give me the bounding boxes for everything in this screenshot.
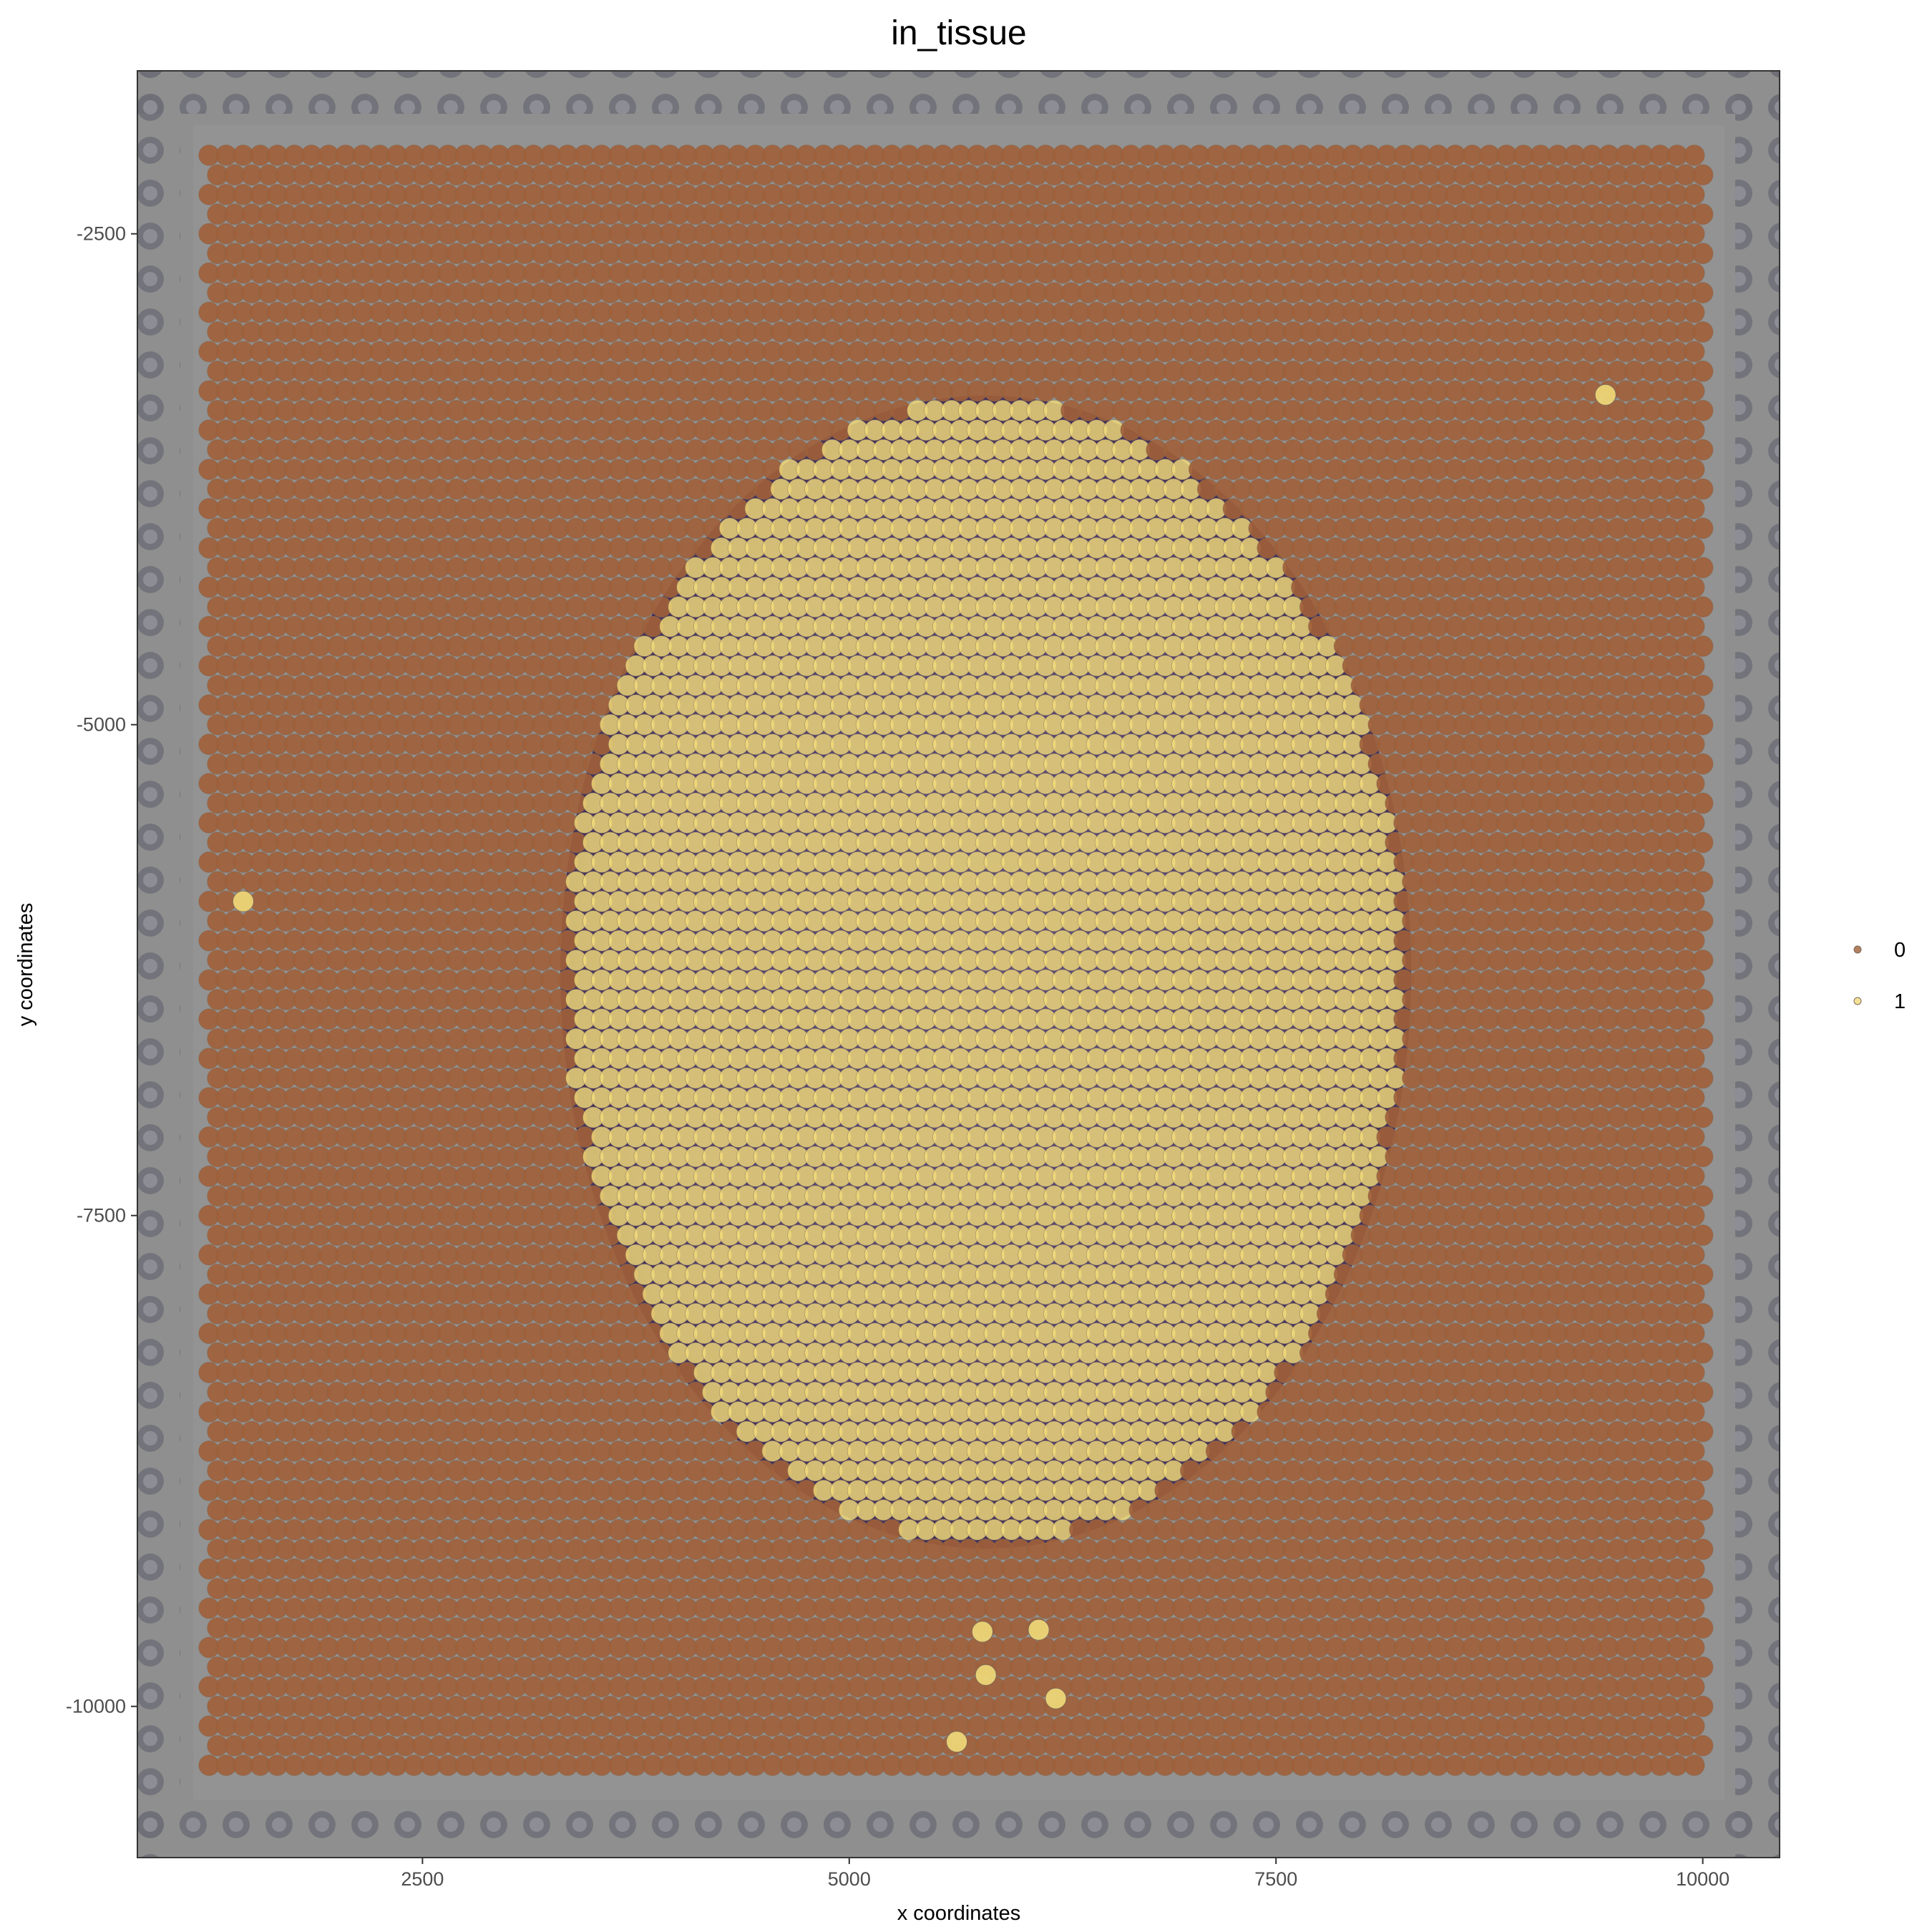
fiducial-bottom — [137, 1803, 1780, 1853]
spot-out-tissue — [1692, 753, 1713, 774]
spot-out-tissue — [1692, 321, 1713, 342]
spot-out-tissue — [1684, 1048, 1704, 1069]
spot-out-tissue — [1692, 675, 1713, 696]
spot-out-tissue — [1684, 930, 1704, 951]
spot-out-tissue — [1684, 459, 1704, 480]
spot-out-tissue — [1692, 204, 1713, 225]
spot-out-tissue — [1684, 812, 1704, 833]
spot-out-tissue — [1692, 518, 1713, 539]
spot-out-tissue — [1684, 341, 1704, 362]
spot-out-tissue — [1684, 1166, 1704, 1186]
spot-out-tissue — [1692, 557, 1713, 578]
spot-out-tissue — [1684, 498, 1704, 519]
spot-out-tissue — [1692, 400, 1713, 421]
spot-out-tissue — [1684, 381, 1704, 401]
spot-out-tissue — [1692, 283, 1713, 303]
plot-panel — [137, 71, 1780, 1858]
spot-out-tissue — [1692, 361, 1713, 381]
spot-out-tissue — [1684, 695, 1704, 716]
spot-out-tissue — [1684, 891, 1704, 912]
spot-out-tissue — [1692, 479, 1713, 499]
spot-out-tissue — [1684, 655, 1704, 676]
spot-out-tissue — [1692, 1146, 1713, 1167]
spot-out-tissue — [1692, 950, 1713, 971]
spot-out-tissue — [1692, 989, 1713, 1010]
spot-out-tissue — [1692, 636, 1713, 657]
spot-out-tissue — [1684, 852, 1704, 872]
spot-out-tissue — [1692, 165, 1713, 185]
spot-out-tissue — [1692, 911, 1713, 932]
spot-out-tissue — [1684, 420, 1704, 441]
fiducial-left — [137, 71, 180, 1858]
spot-out-tissue — [1684, 223, 1704, 244]
spot-out-tissue — [1684, 734, 1704, 755]
spot-out-tissue — [1692, 1186, 1713, 1206]
spot-out-tissue — [1684, 577, 1704, 597]
spot-out-tissue — [1692, 793, 1713, 814]
spot-out-tissue — [1684, 1205, 1704, 1226]
spot-out-tissue — [1684, 774, 1704, 794]
spot-out-tissue — [1684, 1127, 1704, 1148]
spot-out-tissue — [1684, 1009, 1704, 1030]
spot-out-tissue — [1692, 1068, 1713, 1088]
spot-out-tissue — [1684, 616, 1704, 637]
spot-out-tissue — [1684, 302, 1704, 323]
spot-out-tissue — [1692, 1028, 1713, 1049]
spot-out-tissue — [1684, 145, 1704, 166]
spot-out-tissue — [1684, 263, 1704, 283]
fiducial-right — [1735, 71, 1780, 1858]
chart-title: in_tissue — [891, 14, 1026, 52]
spot-out-tissue — [1692, 597, 1713, 618]
spots — [199, 145, 1713, 1776]
spot-out-tissue — [1692, 439, 1713, 460]
spot-out-tissue — [1684, 537, 1704, 558]
spot-out-tissue — [1692, 243, 1713, 264]
spot-out-tissue — [1684, 1088, 1704, 1108]
spot-out-tissue — [1692, 1225, 1713, 1246]
spot-out-tissue — [1692, 714, 1713, 735]
spot-out-tissue — [1692, 1107, 1713, 1128]
spot-out-tissue — [1692, 832, 1713, 853]
fiducial-top — [137, 71, 1780, 114]
spot-out-tissue — [1684, 184, 1704, 205]
spot-out-tissue — [1692, 872, 1713, 892]
spot-out-tissue — [1684, 970, 1704, 990]
